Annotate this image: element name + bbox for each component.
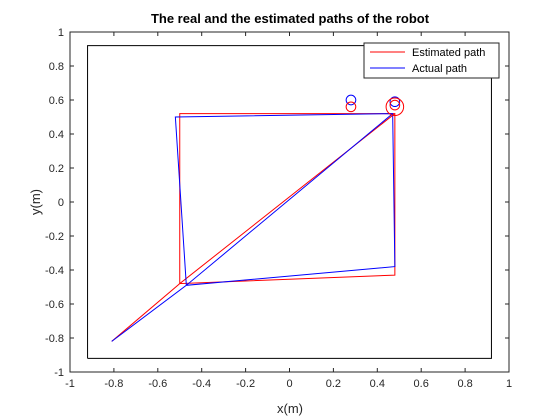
y-tick-label: -1 <box>54 367 64 379</box>
y-tick-label: 0.8 <box>49 61 64 73</box>
y-tick-label: -0.8 <box>45 333 64 345</box>
axis-ticks: -1 -0.8 -0.6 -0.4 -0.2 0 0.2 0.4 0.6 0.8 1 -1 -0.8 -0… <box>45 27 512 390</box>
marker-circle-4 <box>385 97 405 117</box>
y-tick-label: -0.6 <box>45 299 64 311</box>
y-tick-label: 1 <box>58 27 64 39</box>
x-tick-label: 0.6 <box>414 378 429 390</box>
marker-circle-1 <box>345 101 357 113</box>
x-tick-label: -0.8 <box>104 378 123 390</box>
legend-label-actual: Actual path <box>412 63 467 75</box>
legend-box <box>363 42 500 79</box>
series-line-0 <box>111 113 396 342</box>
x-tick-label: -1 <box>65 378 75 390</box>
chart-title: The real and the estimated paths of the … <box>151 11 430 26</box>
marker-circle-3 <box>389 99 401 111</box>
boundary-line <box>87 45 492 359</box>
y-tick-label: 0.6 <box>49 95 64 107</box>
y-tick-label: 0.2 <box>49 163 64 175</box>
x-tick-label: 0 <box>286 378 292 390</box>
x-tick-label: 0.4 <box>370 378 385 390</box>
x-tick-label: 0.2 <box>326 378 341 390</box>
x-tick-label: 1 <box>506 378 512 390</box>
x-tick-label: -0.2 <box>236 378 255 390</box>
legend: Estimated path Actual path <box>363 42 500 79</box>
x-tick-label: -0.4 <box>192 378 211 390</box>
legend-label-estimated: Estimated path <box>412 47 485 59</box>
y-tick-label: 0.4 <box>49 129 64 141</box>
x-tick-label: -0.6 <box>148 378 167 390</box>
y-axis-label: y(m) <box>28 189 43 215</box>
marker-circle-2 <box>389 96 401 108</box>
y-tick-label: -0.2 <box>45 231 64 243</box>
y-tick-label: -0.4 <box>45 265 64 277</box>
y-tick-label: 0 <box>58 197 64 209</box>
series-line-1 <box>111 113 396 342</box>
x-tick-label: 0.8 <box>457 378 472 390</box>
x-axis-label: x(m) <box>277 401 303 416</box>
marker-circle-0 <box>345 94 357 106</box>
plot-area <box>87 45 492 359</box>
